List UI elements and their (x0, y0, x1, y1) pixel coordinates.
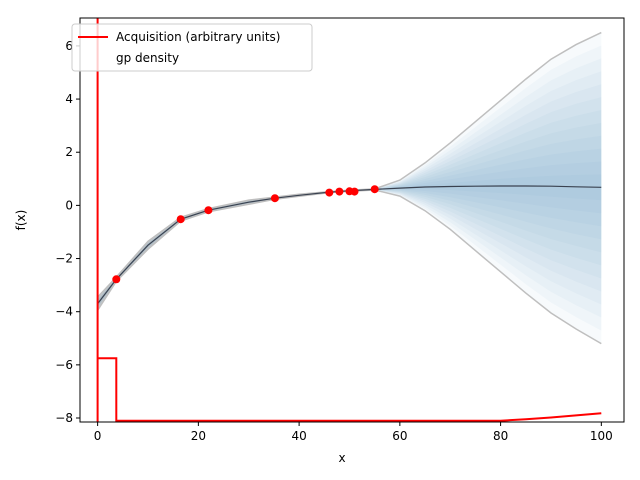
x-tick-label: 0 (94, 429, 102, 443)
observation-point (325, 188, 334, 197)
y-tick-label: −6 (55, 358, 73, 372)
legend-label-acquisition: Acquisition (arbitrary units) (116, 30, 280, 44)
y-tick-label: 2 (65, 145, 73, 159)
observation-point (350, 187, 359, 196)
acquisition-curve (96, 18, 602, 422)
y-axis-ticks: 6 4 2 0 −2 −4 −6 −8 (55, 39, 80, 425)
observation-point (112, 275, 121, 284)
plot-area-frame (79, 17, 625, 423)
observation-point (335, 187, 344, 196)
gp-mean-curve (97, 185, 602, 305)
legend-frame (71, 23, 313, 72)
gp-density-layer (97, 58, 602, 318)
y-tick-label: −4 (55, 305, 73, 319)
gp-density-layer (97, 84, 602, 309)
gp-density-layer (97, 110, 602, 307)
x-tick-label: 40 (291, 429, 306, 443)
acquisition-line (96, 18, 602, 422)
legend-label-gp-density: gp density (116, 51, 179, 65)
gp-density-layer (97, 122, 602, 307)
gp-density-layer (97, 161, 602, 305)
observation-point (270, 194, 279, 203)
legend: Acquisition (arbitrary units) gp density (71, 23, 313, 72)
x-axis-ticks: 0 20 40 60 80 100 (94, 422, 613, 443)
gp-density-layer (97, 148, 602, 306)
gp-density-layer (97, 45, 602, 331)
x-axis-label: x (338, 451, 345, 465)
observation-point (204, 206, 213, 215)
gp-mean-line (97, 185, 602, 305)
gp-density-layer (97, 71, 602, 309)
gp-density-layer (97, 174, 602, 305)
y-tick-label: −8 (55, 411, 73, 425)
y-axis-label: f(x) (14, 210, 28, 231)
gp-density-layer (97, 135, 602, 306)
x-tick-label: 100 (590, 429, 613, 443)
observation-point (370, 185, 379, 194)
y-tick-label: 4 (65, 92, 73, 106)
observation-points (112, 185, 379, 284)
y-tick-label: 6 (65, 39, 73, 53)
y-tick-label: −2 (55, 252, 73, 266)
gp-density-band (97, 32, 602, 344)
gp-density-layer (97, 97, 602, 308)
x-tick-label: 60 (392, 429, 407, 443)
y-tick-label: 0 (65, 198, 73, 212)
x-tick-label: 80 (493, 429, 508, 443)
x-tick-label: 20 (191, 429, 206, 443)
observation-point (176, 215, 185, 224)
